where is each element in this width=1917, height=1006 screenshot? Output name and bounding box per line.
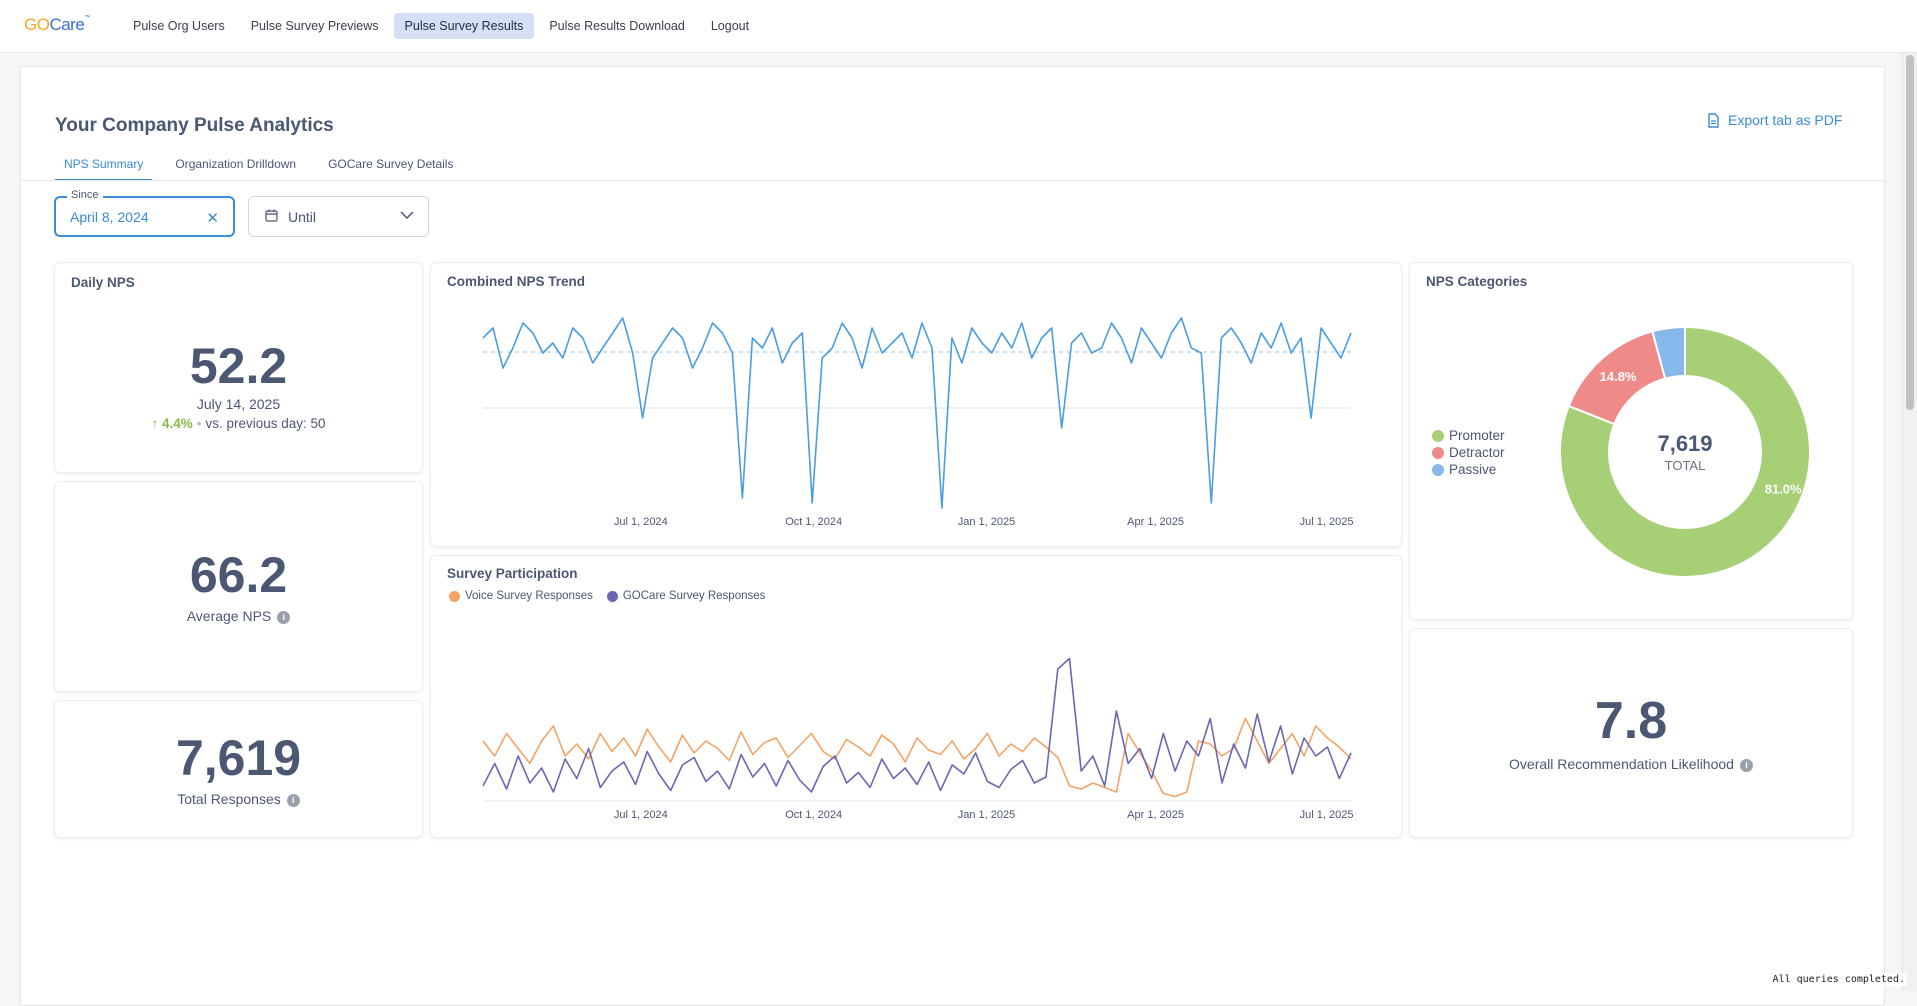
average-nps-label: Average NPS: [187, 608, 272, 624]
nav-link-pulse-org-users[interactable]: Pulse Org Users: [122, 13, 236, 39]
calendar-icon: [265, 209, 278, 222]
x-tick-label: Jul 1, 2025: [1300, 809, 1354, 821]
nav-link-logout[interactable]: Logout: [700, 13, 760, 39]
nav-link-pulse-survey-previews[interactable]: Pulse Survey Previews: [240, 13, 390, 39]
survey-participation-card: Survey Participation Voice Survey Respon…: [430, 555, 1402, 838]
slice-label-promoter: 81.0%: [1765, 481, 1802, 496]
nps-categories-donut: 81.0% 14.8% 7,619 TOTAL: [1410, 263, 1854, 621]
daily-nps-date: July 14, 2025: [55, 396, 422, 412]
daily-nps-value: 52.2: [55, 337, 422, 395]
dashboard-tabs: NPS Summary Organization Drilldown GOCare …: [55, 154, 476, 181]
gocare-logo[interactable]: GOCare™: [24, 15, 90, 35]
average-nps-card: 66.2 Average NPS i: [54, 481, 423, 692]
clear-icon[interactable]: ✕: [206, 209, 219, 227]
slice-label-detractor: 14.8%: [1600, 369, 1637, 384]
recommendation-card: 7.8 Overall Recommendation Likelihood i: [1409, 628, 1853, 838]
page-scrollbar[interactable]: [1902, 53, 1917, 991]
logo-care-text: Care: [49, 15, 84, 34]
tab-organization-drilldown[interactable]: Organization Drilldown: [166, 154, 305, 181]
tab-gocare-survey-details[interactable]: GOCare Survey Details: [319, 154, 462, 181]
x-tick-label: Jul 1, 2024: [614, 809, 668, 821]
until-date-filter[interactable]: Until: [248, 196, 429, 237]
info-icon[interactable]: i: [1740, 759, 1753, 772]
page-title: Your Company Pulse Analytics: [55, 115, 334, 137]
export-pdf-button[interactable]: Export tab as PDF: [1707, 112, 1842, 128]
recommendation-label: Overall Recommendation Likelihood: [1509, 756, 1734, 772]
daily-nps-title: Daily NPS: [71, 275, 135, 290]
scrollbar-thumb[interactable]: [1906, 55, 1914, 410]
until-label: Until: [288, 209, 316, 225]
daily-nps-card: Daily NPS 52.2 July 14, 2025 ↑ 4.4% •vs. …: [54, 262, 423, 473]
logo-go-text: GO: [24, 15, 49, 34]
x-tick-label: Jul 1, 2025: [1300, 516, 1354, 528]
daily-nps-change: 4.4%: [162, 416, 193, 431]
x-tick-label: Oct 1, 2024: [785, 516, 842, 528]
series-line-gocare-survey-responses[interactable]: [483, 659, 1351, 793]
arrow-up-icon: ↑: [151, 416, 158, 431]
x-tick-label: Apr 1, 2025: [1127, 516, 1184, 528]
donut-total-label: TOTAL: [1665, 458, 1706, 473]
x-tick-label: Jul 1, 2024: [614, 516, 668, 528]
nav-link-pulse-survey-results[interactable]: Pulse Survey Results: [394, 13, 535, 39]
status-text: All queries completed.: [1771, 973, 1907, 986]
combined-nps-trend-chart: Jul 1, 2024 Oct 1, 2024 Jan 1, 2025 Apr 1, …: [431, 263, 1403, 548]
series-line-nps[interactable]: [483, 318, 1351, 508]
since-label: Since: [67, 189, 103, 201]
tabs-divider: [21, 180, 1884, 181]
daily-nps-previous: vs. previous day: 50: [205, 416, 325, 431]
donut-total-value: 7,619: [1657, 431, 1712, 456]
info-icon[interactable]: i: [287, 794, 300, 807]
document-icon: [1707, 113, 1720, 128]
total-responses-card: 7,619 Total Responses i: [54, 700, 423, 838]
tab-nps-summary[interactable]: NPS Summary: [55, 154, 152, 181]
recommendation-label-row: Overall Recommendation Likelihood i: [1410, 756, 1852, 772]
survey-participation-chart: Jul 1, 2024 Oct 1, 2024 Jan 1, 2025 Apr 1, …: [431, 556, 1403, 839]
nav-link-pulse-results-download[interactable]: Pulse Results Download: [538, 13, 696, 39]
recommendation-value: 7.8: [1410, 691, 1852, 751]
export-pdf-label: Export tab as PDF: [1728, 112, 1842, 128]
total-responses-label-row: Total Responses i: [55, 791, 422, 807]
total-responses-value: 7,619: [55, 729, 422, 787]
info-icon[interactable]: i: [277, 611, 290, 624]
x-tick-label: Oct 1, 2024: [785, 809, 842, 821]
since-date-filter[interactable]: Since April 8, 2024 ✕: [54, 196, 235, 237]
daily-nps-trend: ↑ 4.4% •vs. previous day: 50: [55, 416, 422, 431]
average-nps-label-row: Average NPS i: [55, 608, 422, 624]
x-tick-label: Apr 1, 2025: [1127, 809, 1184, 821]
x-tick-label: Jan 1, 2025: [958, 809, 1016, 821]
average-nps-value: 66.2: [55, 546, 422, 604]
x-tick-label: Jan 1, 2025: [958, 516, 1016, 528]
since-value: April 8, 2024: [70, 209, 149, 225]
logo-tm: ™: [84, 15, 90, 21]
chevron-down-icon: [400, 211, 414, 220]
total-responses-label: Total Responses: [177, 791, 281, 807]
separator-dot: •: [197, 416, 202, 431]
